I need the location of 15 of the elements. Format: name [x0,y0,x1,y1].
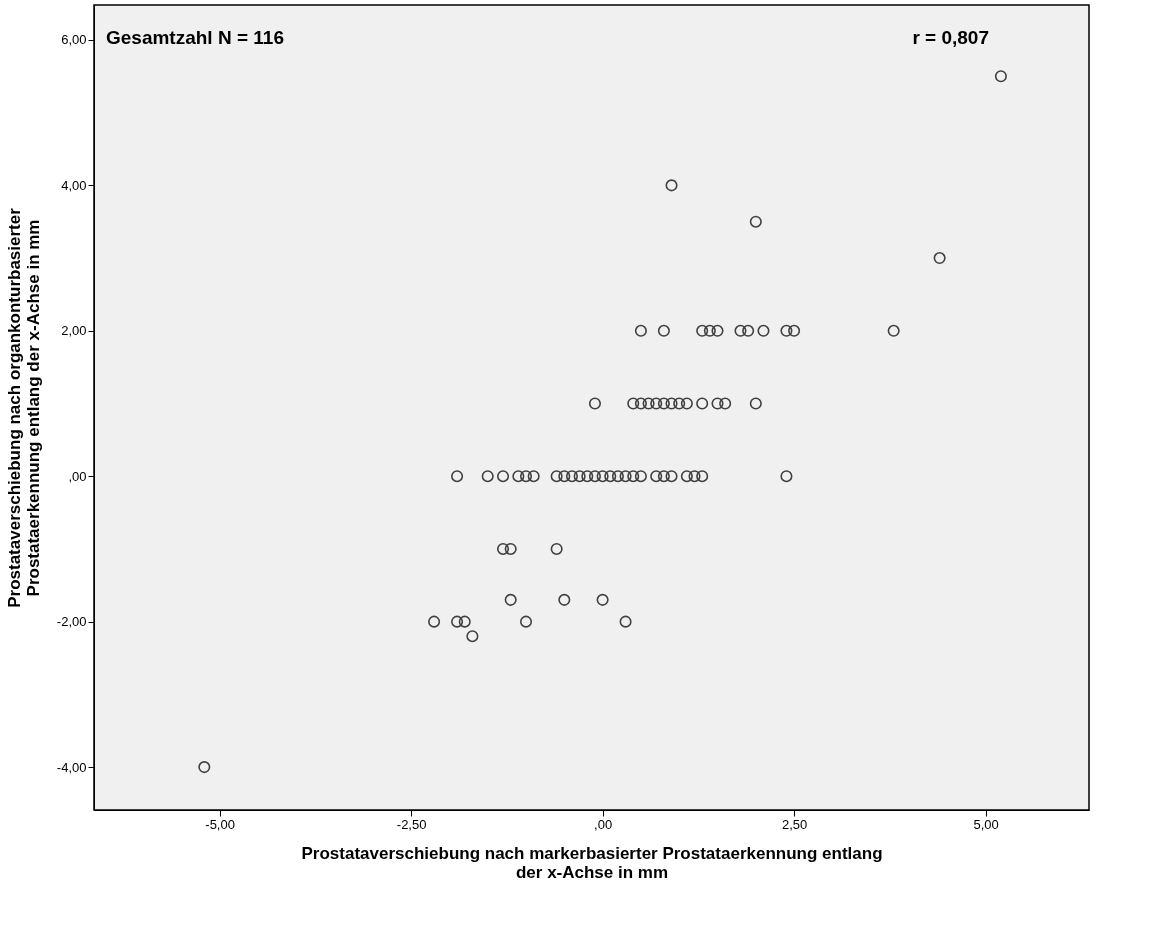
y-tick-label: 6,00 [61,32,87,48]
x-tick-label: 2,50 [781,816,808,832]
y-tick-label: 2,00 [61,323,87,339]
y-tick-label: 4,00 [61,177,87,193]
x-tick-label: -5,00 [205,816,235,832]
y-tick-label: -2,00 [56,614,87,630]
y-tick-label: -4,00 [56,759,87,775]
y-axis-title: Prostataverschiebung nach organkonturbasierter Prostataerkennung entlang der x-Achse in mm [4,207,43,608]
annotation: r = 0,807 [912,27,989,48]
x-axis-title: Prostataverschiebung nach markerbasierter Prostataerkennung entlang der x-Achse in mm [301,843,883,882]
x-tick-label: 5,00 [973,816,999,832]
annotation: Gesamtzahl N = 116 [106,27,284,48]
x-tick-label: ,00 [594,816,613,832]
x-tick-label: -2,50 [396,816,427,832]
y-tick-label: ,00 [68,468,87,484]
